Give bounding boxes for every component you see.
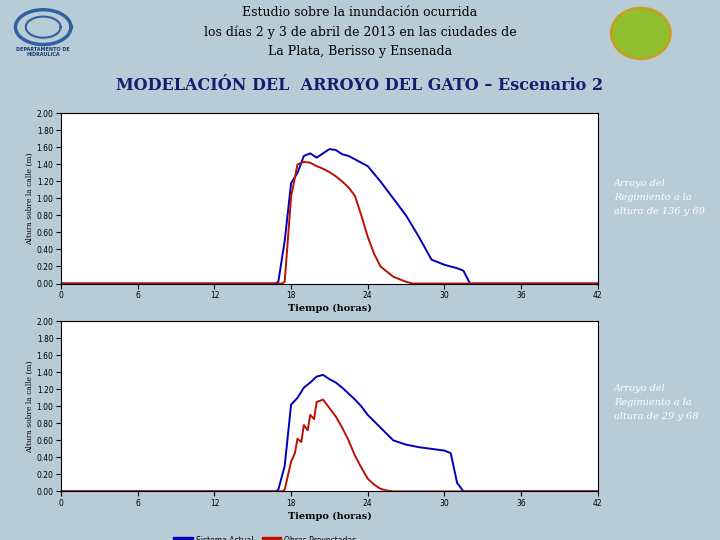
Text: Estudio sobre la inundación ocurrida
los días 2 y 3 de abril de 2013 en las ciud: Estudio sobre la inundación ocurrida los… [204, 6, 516, 58]
Text: DEPARTAMENTO DE
HIDRAULICA: DEPARTAMENTO DE HIDRAULICA [17, 46, 70, 57]
Legend: Sistema Actual, Obras Proyectadas: Sistema Actual, Obras Proyectadas [171, 532, 359, 540]
Y-axis label: Altura sobre la calle (m): Altura sobre la calle (m) [26, 360, 34, 453]
Legend: Sistema Actual, Obras Proyectadas: Sistema Actual, Obras Proyectadas [171, 325, 359, 340]
X-axis label: Tiempo (horas): Tiempo (horas) [287, 512, 372, 521]
Text: Arroyo del
Regimiento a la
altura de 29 y 68: Arroyo del Regimiento a la altura de 29 … [614, 384, 699, 421]
Circle shape [613, 10, 668, 57]
Text: MODELACIÓN DEL  ARROYO DEL GATO – Escenario 2: MODELACIÓN DEL ARROYO DEL GATO – Escenar… [117, 77, 603, 94]
X-axis label: Tiempo (horas): Tiempo (horas) [287, 305, 372, 313]
Text: Arroyo del
Regimiento a la
altura de 136 y 69: Arroyo del Regimiento a la altura de 136… [614, 179, 705, 215]
Circle shape [611, 7, 671, 59]
Y-axis label: Altura sobre la calle (m): Altura sobre la calle (m) [26, 152, 34, 245]
